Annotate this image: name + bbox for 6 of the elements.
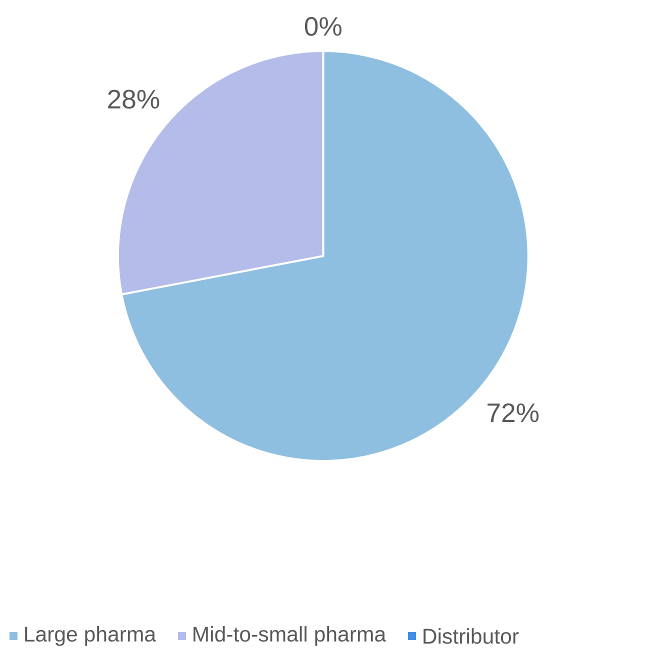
- legend-label: Large pharma: [24, 626, 156, 646]
- text: 0%: [304, 17, 342, 36]
- data-label: 28%: [108, 90, 159, 109]
- data-label: 72%: [487, 403, 538, 422]
- legend-label: Mid-to-small pharma: [193, 626, 386, 646]
- legend-label: Distributor: [423, 628, 518, 644]
